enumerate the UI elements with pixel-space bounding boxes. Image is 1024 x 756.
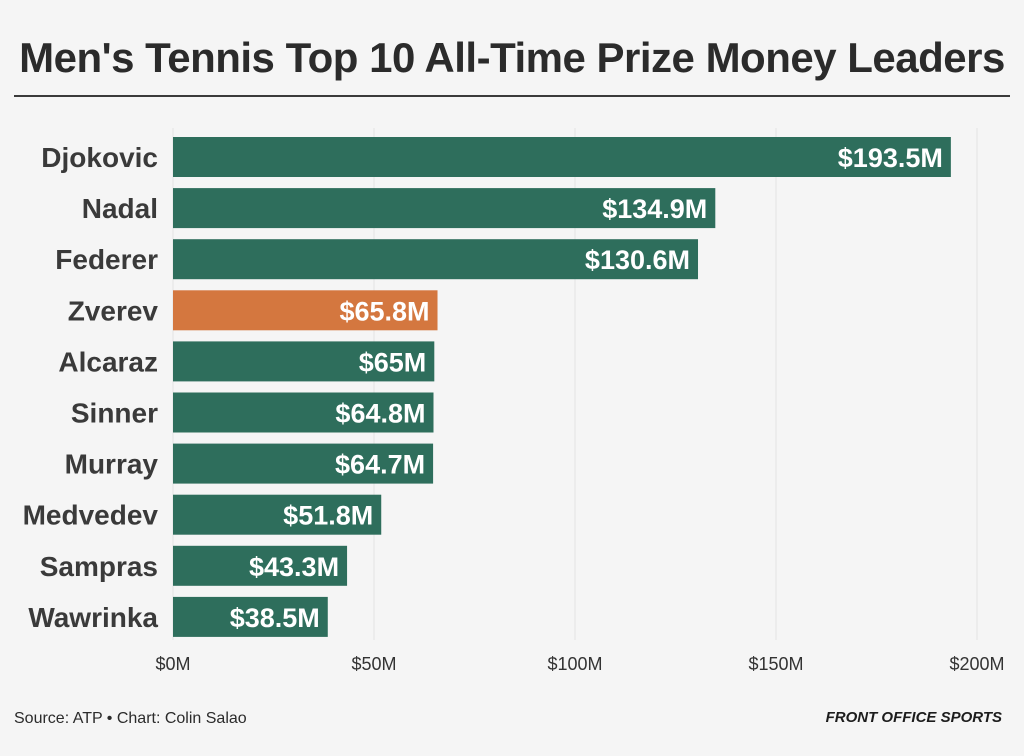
value-label: $193.5M [838,143,943,173]
category-label: Djokovic [41,142,158,173]
value-label: $65.8M [339,296,429,326]
value-label: $64.8M [335,399,425,429]
bar [173,239,699,280]
bar [173,290,438,331]
bar [173,545,348,586]
value-label: $130.6M [585,245,690,275]
value-label: $134.9M [602,194,707,224]
bar [173,392,434,433]
category-label: Alcaraz [58,346,158,377]
x-tick-label: $0M [155,654,190,674]
value-label: $51.8M [283,501,373,531]
bar-chart: Djokovic $193.5M Nadal $134.9M Federer $130.6… [23,128,1005,674]
x-tick-label: $150M [748,654,803,674]
value-label: $65M [359,347,427,377]
bar [173,443,434,484]
brand-logo: FRONT OFFICE SPORTS [825,709,1002,726]
title-rule [14,95,1010,97]
x-tick-label: $50M [351,654,396,674]
bar [173,137,951,177]
category-label: Nadal [82,193,158,224]
category-label: Federer [55,244,158,275]
chart-title: Men's Tennis Top 10 All-Time Prize Money… [19,34,1005,81]
bar [173,341,435,382]
bar [173,494,382,535]
x-tick-label: $200M [949,654,1004,674]
category-label: Wawrinka [28,602,158,633]
value-label: $38.5M [230,603,320,633]
bar [173,596,328,637]
bar [173,188,716,229]
category-label: Sinner [71,398,158,429]
category-label: Sampras [40,551,158,582]
source-credit: Source: ATP • Chart: Colin Salao [14,710,247,727]
category-label: Medvedev [23,500,159,531]
category-label: Zverev [68,295,159,326]
category-label: Murray [65,449,159,480]
value-label: $43.3M [249,552,339,582]
value-label: $64.7M [335,450,425,480]
x-tick-label: $100M [547,654,602,674]
